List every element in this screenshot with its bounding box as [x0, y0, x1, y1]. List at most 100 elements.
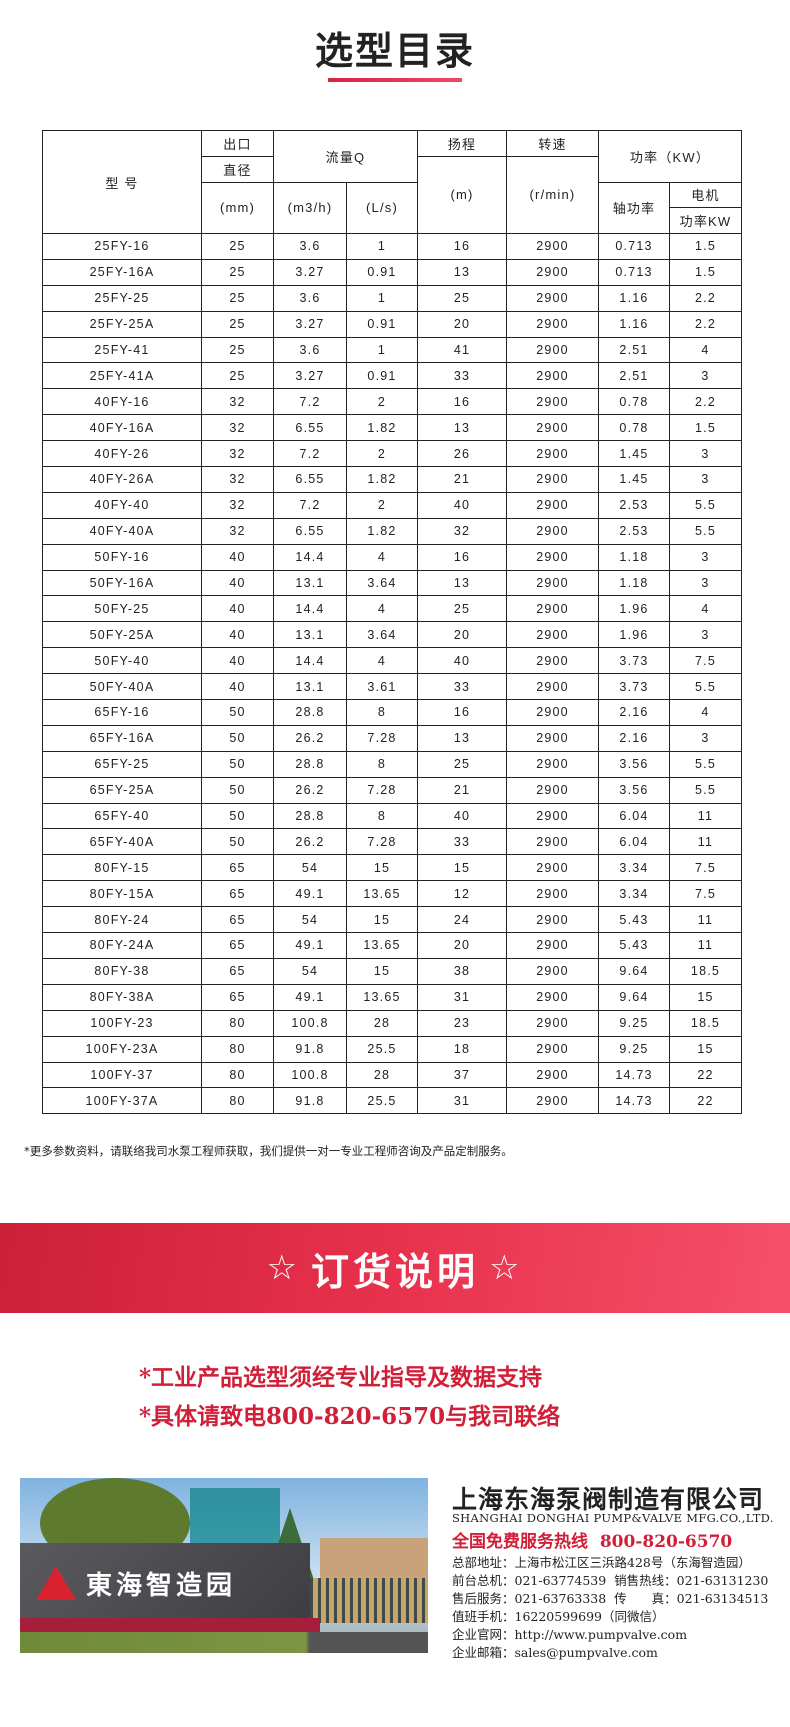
- header-speed: 转速: [506, 130, 599, 157]
- cell-head: 16: [417, 233, 507, 260]
- cell-shaft-power: 9.64: [598, 957, 670, 985]
- sign-text: 東海智造园: [86, 1570, 237, 1601]
- hotline-number[interactable]: 800-820-6570: [599, 1532, 733, 1552]
- cell-flow-ls: 13.65: [346, 880, 418, 908]
- cell-shaft-power: 1.18: [598, 569, 670, 597]
- cell-motor-power: 4: [669, 595, 742, 623]
- table-row: 80FY-15 65 54 15 15 2900 3.34 7.5: [42, 854, 742, 882]
- cell-flow-ls: 2: [346, 388, 418, 416]
- cell-flow-ls: 15: [346, 906, 418, 934]
- cell-shaft-power: 9.25: [598, 1035, 670, 1063]
- cell-motor-power: 1.5: [669, 258, 742, 286]
- cell-speed: 2900: [506, 595, 599, 623]
- cell-speed: 2900: [506, 491, 599, 519]
- cell-shaft-power: 2.51: [598, 336, 670, 364]
- cell-motor-power: 22: [669, 1087, 742, 1115]
- cell-flow-m3h: 6.55: [273, 466, 347, 493]
- cell-flow-m3h: 28.8: [273, 699, 347, 726]
- cell-head: 20: [417, 621, 507, 649]
- cell-flow-m3h: 3.27: [273, 310, 347, 338]
- cell-shaft-power: 0.713: [598, 258, 670, 286]
- cell-speed: 2900: [506, 414, 599, 442]
- cell-shaft-power: 1.45: [598, 440, 670, 468]
- cell-model: 100FY-23A: [42, 1035, 202, 1063]
- cell-flow-m3h: 54: [273, 957, 347, 985]
- cell-shaft-power: 14.73: [598, 1087, 670, 1115]
- table-row: 40FY-16 32 7.2 2 16 2900 0.78 2.2: [42, 388, 742, 416]
- order-banner: ☆ 订货说明 ☆: [0, 1223, 790, 1313]
- cell-head: 21: [417, 466, 507, 493]
- cell-speed: 2900: [506, 647, 599, 675]
- cell-outlet-diameter: 65: [201, 854, 274, 882]
- cell-flow-ls: 4: [346, 647, 418, 675]
- lawn: [20, 1632, 428, 1653]
- cell-speed: 2900: [506, 284, 599, 312]
- cell-head: 26: [417, 440, 507, 468]
- cell-model: 100FY-37: [42, 1061, 202, 1089]
- cell-flow-m3h: 14.4: [273, 595, 347, 623]
- cell-flow-m3h: 100.8: [273, 1061, 347, 1089]
- cell-outlet-diameter: 25: [201, 336, 274, 364]
- cell-shaft-power: 2.51: [598, 362, 670, 390]
- cell-motor-power: 3: [669, 466, 742, 493]
- cell-head: 21: [417, 776, 507, 804]
- cell-shaft-power: 0.78: [598, 388, 670, 416]
- table-row: 40FY-16A 32 6.55 1.82 13 2900 0.78 1.5: [42, 414, 742, 442]
- cell-model: 40FY-40A: [42, 517, 202, 545]
- order-note-2: *具体请致电800-820-6570与我司联络: [139, 1403, 561, 1430]
- cell-flow-ls: 7.28: [346, 776, 418, 804]
- flower-bed: [20, 1618, 320, 1632]
- cell-outlet-diameter: 80: [201, 1009, 274, 1037]
- cell-shaft-power: 14.73: [598, 1061, 670, 1089]
- hotline-label: 全国免费服务热线: [452, 1532, 588, 1552]
- cell-shaft-power: 9.25: [598, 1009, 670, 1037]
- cell-motor-power: 11: [669, 828, 742, 856]
- website[interactable]: 企业官网：http://www.pumpvalve.com: [452, 1627, 688, 1642]
- cell-flow-m3h: 26.2: [273, 776, 347, 804]
- company-logo: [36, 1566, 76, 1600]
- cell-model: 80FY-24A: [42, 932, 202, 959]
- cell-speed: 2900: [506, 957, 599, 985]
- cell-model: 25FY-41: [42, 336, 202, 364]
- cell-speed: 2900: [506, 776, 599, 804]
- cell-motor-power: 5.5: [669, 750, 742, 778]
- cell-outlet-diameter: 65: [201, 983, 274, 1011]
- cell-model: 40FY-26A: [42, 466, 202, 493]
- cell-shaft-power: 0.713: [598, 233, 670, 260]
- cell-head: 13: [417, 414, 507, 442]
- cell-flow-ls: 0.91: [346, 310, 418, 338]
- cell-head: 40: [417, 491, 507, 519]
- cell-motor-power: 3: [669, 543, 742, 571]
- cell-model: 65FY-40A: [42, 828, 202, 856]
- cell-flow-ls: 0.91: [346, 258, 418, 286]
- table-row: 80FY-38A 65 49.1 13.65 31 2900 9.64 15: [42, 983, 742, 1011]
- cell-motor-power: 15: [669, 983, 742, 1011]
- table-row: 25FY-41 25 3.6 1 41 2900 2.51 4: [42, 336, 742, 364]
- cell-model: 80FY-38: [42, 957, 202, 985]
- cell-shaft-power: 2.53: [598, 517, 670, 545]
- email[interactable]: 企业邮箱：sales@pumpvalve.com: [452, 1645, 658, 1660]
- cell-model: 100FY-37A: [42, 1087, 202, 1115]
- cell-flow-ls: 3.61: [346, 673, 418, 701]
- cell-motor-power: 2.2: [669, 284, 742, 312]
- cell-speed: 2900: [506, 310, 599, 338]
- cell-flow-ls: 1: [346, 336, 418, 364]
- cell-head: 24: [417, 906, 507, 934]
- cell-flow-m3h: 54: [273, 906, 347, 934]
- table-row: 65FY-40A 50 26.2 7.28 33 2900 6.04 11: [42, 828, 742, 856]
- header-head-unit: (m): [417, 155, 507, 235]
- table-row: 25FY-41A 25 3.27 0.91 33 2900 2.51 3: [42, 362, 742, 390]
- order-note-1: *工业产品选型须经专业指导及数据支持: [139, 1364, 543, 1391]
- cell-motor-power: 22: [669, 1061, 742, 1089]
- cell-speed: 2900: [506, 750, 599, 778]
- cell-shaft-power: 1.96: [598, 621, 670, 649]
- cell-head: 12: [417, 880, 507, 908]
- selection-table: 型 号 出口 流量Q 扬程 转速 功率（KW） 直径 (m) (r/min) (…: [42, 130, 742, 1115]
- cell-speed: 2900: [506, 724, 599, 752]
- cell-motor-power: 3: [669, 621, 742, 649]
- cell-head: 25: [417, 284, 507, 312]
- cell-motor-power: 4: [669, 336, 742, 364]
- cell-flow-ls: 4: [346, 543, 418, 571]
- table-row: 50FY-16 40 14.4 4 16 2900 1.18 3: [42, 543, 742, 571]
- company-name-en: SHANGHAI DONGHAI PUMP&VALVE MFG.CO.,LTD.: [452, 1511, 774, 1525]
